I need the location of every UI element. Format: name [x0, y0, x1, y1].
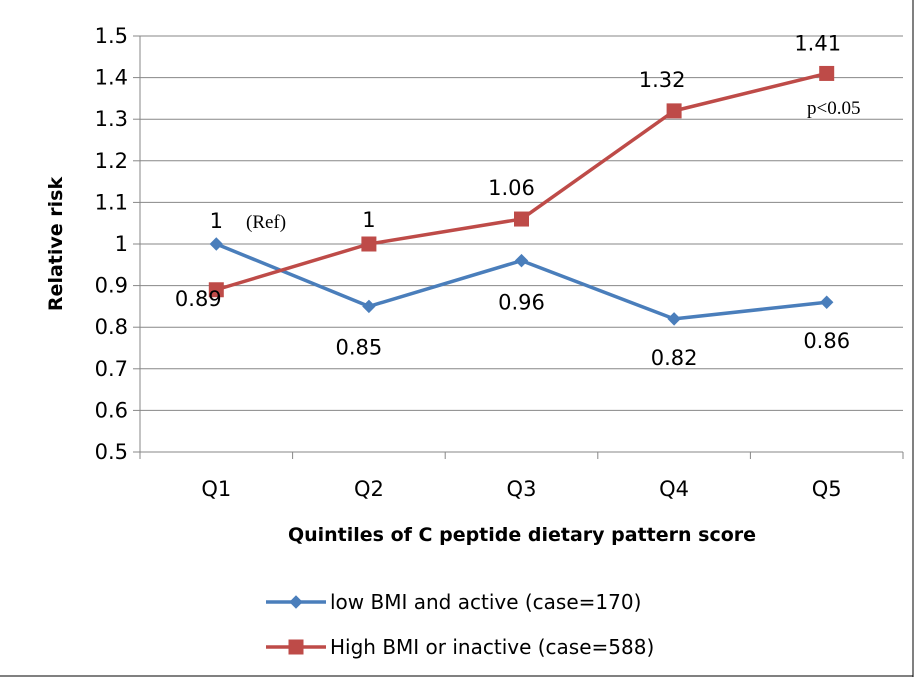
data-label-series-2: 1.32 — [639, 68, 686, 92]
data-label-series-1: 1 — [210, 209, 223, 233]
data-point-series-2 — [361, 236, 377, 252]
legend-item-1: low BMI and active (case=170) — [266, 590, 641, 614]
legend-marker — [288, 639, 304, 655]
y-tick-label: 1.3 — [95, 107, 128, 131]
x-tick-label: Q4 — [659, 477, 689, 501]
data-label-series-2: 1.06 — [488, 176, 535, 200]
x-tick-label: Q2 — [354, 477, 384, 501]
data-label-series-2: 1.41 — [794, 31, 841, 55]
x-tick-label: Q3 — [507, 477, 537, 501]
data-point-series-1 — [362, 299, 376, 314]
x-tick-label: Q1 — [201, 477, 231, 501]
data-labels: 1 0.85 0.96 0.82 0.86 0.89 1 1.06 1.32 1.41 — [175, 31, 850, 369]
data-point-series-2 — [208, 282, 224, 298]
data-label-series-2: 1 — [362, 208, 375, 232]
y-tick-label: 1.2 — [95, 149, 128, 173]
data-label-series-1: 0.96 — [498, 291, 545, 315]
gridlines — [140, 35, 903, 411]
data-label-series-1: 0.86 — [803, 329, 850, 353]
legend-item-2: High BMI or inactive (case=588) — [266, 635, 654, 659]
data-label-series-1: 0.85 — [336, 335, 383, 359]
annotation-pvalue: p<0.05 — [807, 98, 860, 119]
annotation-ref: (Ref) — [246, 212, 286, 233]
y-tick-label: 1.5 — [95, 24, 128, 48]
legend: low BMI and active (case=170) High BMI or… — [266, 590, 654, 659]
data-point-series-2 — [514, 211, 529, 227]
y-tick-label: 0.5 — [95, 440, 128, 464]
legend-marker — [289, 595, 303, 609]
y-tick-label: 0.8 — [95, 315, 128, 339]
y-tick-label: 0.6 — [95, 398, 128, 422]
y-axis-ticks: 0.5 0.6 0.7 0.8 0.9 1 1.1 1.2 1.3 1.4 1.5 — [95, 24, 140, 464]
y-tick-label: 0.7 — [95, 357, 128, 381]
legend-label: High BMI or inactive (case=588) — [330, 635, 654, 659]
data-label-series-2: 0.89 — [175, 287, 222, 311]
data-point-series-1 — [819, 295, 834, 309]
data-point-series-1 — [209, 237, 224, 251]
x-tick-label: Q5 — [812, 477, 842, 501]
data-point-series-2 — [819, 65, 835, 81]
y-tick-label: 1 — [115, 232, 128, 256]
data-label-series-1: 0.82 — [651, 346, 698, 370]
x-axis-ticks: Q1 Q2 Q3 Q4 Q5 — [139, 452, 904, 501]
y-tick-label: 1.1 — [95, 190, 128, 214]
y-axis-title: Relative risk — [45, 177, 67, 312]
x-axis-title: Quintiles of C peptide dietary pattern s… — [288, 524, 756, 546]
legend-label: low BMI and active (case=170) — [330, 590, 641, 614]
series-layer — [208, 65, 835, 326]
y-tick-label: 0.9 — [95, 274, 128, 298]
data-point-series-1 — [514, 253, 529, 268]
data-point-series-2 — [666, 103, 682, 119]
data-point-series-1 — [667, 312, 681, 326]
y-tick-label: 1.4 — [95, 66, 128, 90]
